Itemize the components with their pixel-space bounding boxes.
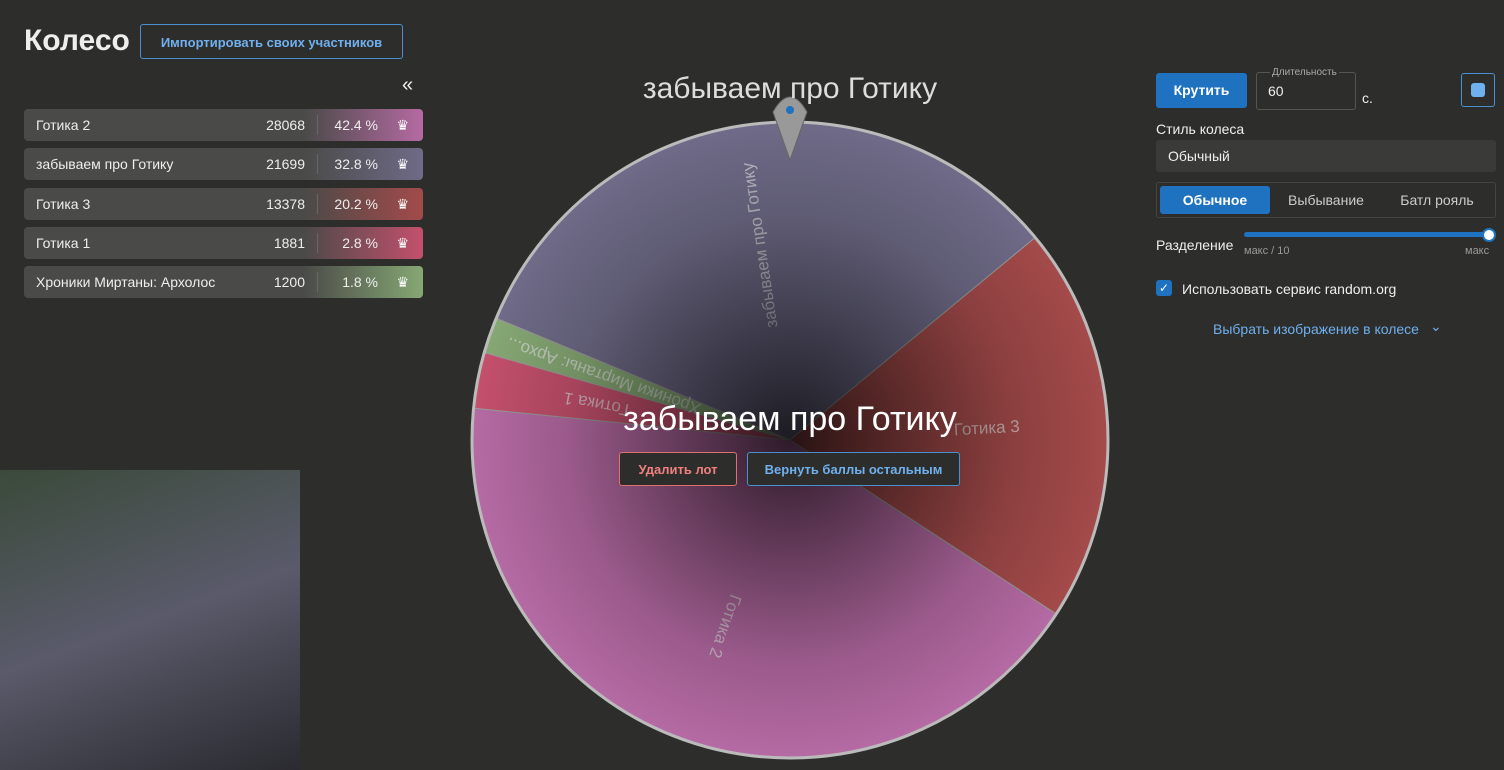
wheel: забываем про ГотикуГотика 3Готика 2Готик… [470, 96, 1110, 760]
chevron: ⌄ [1430, 318, 1442, 334]
collapse-icon[interactable]: « [402, 74, 414, 96]
spin-button[interactable]: Крутить [1156, 73, 1247, 108]
participant-icon: ♛ [396, 195, 409, 212]
winner-title: забываем про Готику [642, 72, 938, 105]
participant-icon: ♛ [396, 117, 409, 133]
duration-value: 60 [1268, 83, 1284, 99]
pointer [772, 96, 808, 162]
wheel-shade [472, 122, 1108, 758]
participant-row: Готика 3 13378 20.2 % ♛ [24, 187, 423, 220]
separator [317, 232, 318, 253]
participant-name: Хроники Миртаны: Архолос [36, 274, 216, 291]
delete-button[interactable]: Удалить лот [619, 452, 737, 486]
participant-row: Хроники Миртаны: Архолос 1200 1.8 % ♛ [24, 266, 423, 299]
participant-name: забываем про Готику [36, 156, 174, 173]
mode-tabs: Обычное Выбывание Батл рояль [1156, 182, 1496, 218]
image-link[interactable]: Выбрать изображение в колесе [1213, 321, 1419, 337]
participant-icon: ♛ [396, 274, 409, 291]
pointer-dot [786, 106, 794, 114]
participant-row: Готика 2 28068 42.4 % ♛ [24, 109, 423, 141]
random-org-label: Использовать сервис random.org [1182, 281, 1397, 297]
participant-row: забываем про Готику 21699 32.8 % ♛ [24, 148, 423, 181]
webcam [0, 470, 300, 770]
mode-tab[interactable]: Выбывание [1288, 192, 1364, 208]
participant-amount: 1200 [273, 274, 305, 291]
random-button[interactable] [1461, 73, 1495, 107]
checkbox[interactable]: ✓ [1156, 280, 1172, 296]
participant-name: Готика 1 [36, 234, 91, 251]
participant-percent: 20.2 % [334, 195, 378, 212]
mode-tab[interactable]: Обычное [1160, 186, 1270, 214]
participant-icon: ♛ [396, 234, 409, 251]
center-text: забываем про Готику [623, 400, 957, 438]
split-max: макс [1465, 245, 1490, 257]
style-label: Стиль колеса [1156, 121, 1245, 137]
participant-percent: 32.8 % [334, 156, 378, 173]
participant-amount: 28068 [266, 117, 305, 133]
participant-percent: 42.4 % [334, 117, 378, 133]
participant-percent: 2.8 % [342, 234, 378, 251]
separator [317, 193, 318, 214]
participant-name: Готика 3 [36, 195, 91, 212]
style-select[interactable]: Обычный [1156, 140, 1496, 172]
separator [317, 154, 318, 175]
separator [317, 272, 318, 293]
split-label: Разделение [1156, 237, 1234, 253]
participant-amount: 21699 [266, 156, 305, 173]
participant-icon: ♛ [396, 156, 409, 173]
return-button[interactable]: Вернуть баллы остальным [747, 452, 960, 486]
duration-label: Длительность [1270, 67, 1339, 78]
import-button[interactable]: Импортировать своих участников [140, 24, 403, 59]
participant-amount: 1881 [273, 234, 305, 251]
participant-amount: 13378 [266, 195, 305, 212]
participant-percent: 1.8 % [342, 274, 378, 291]
separator [317, 115, 318, 135]
participant-row: Готика 1 1881 2.8 % ♛ [24, 226, 423, 259]
title: Колесо [24, 24, 130, 57]
mode-tab[interactable]: Батл рояль [1400, 192, 1474, 208]
split-slider[interactable] [1244, 228, 1496, 242]
participant-name: Готика 2 [36, 117, 91, 133]
duration-unit: с. [1362, 90, 1373, 106]
split-min: макс / 10 [1244, 245, 1290, 257]
